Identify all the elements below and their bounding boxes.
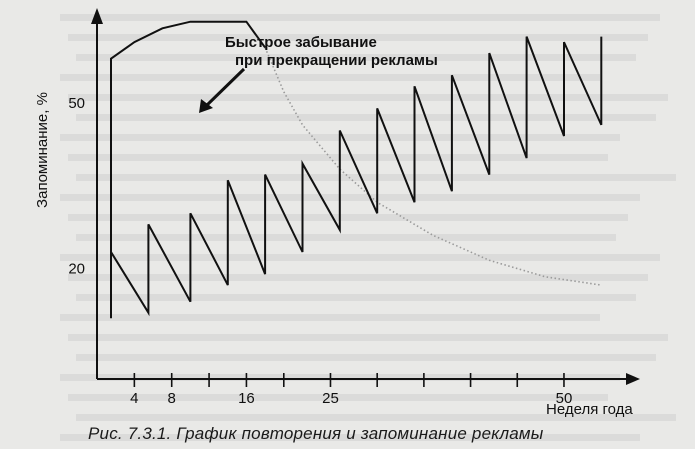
bleed-line (60, 434, 640, 441)
forgetting-annotation: Быстрое забывание при прекращении рекламы (199, 34, 438, 113)
bleed-line (68, 394, 608, 401)
bleed-line (76, 294, 636, 301)
bleed-line (68, 94, 668, 101)
bleed-line (60, 14, 660, 21)
bleed-line (76, 234, 616, 241)
curve-forgetting-after-stop (264, 47, 602, 286)
annotation-arrow-head (199, 99, 213, 113)
x-axis-ticks (133, 373, 565, 387)
bleed-line (76, 354, 656, 361)
curve-pulsed-repetition (110, 36, 603, 317)
figure-caption: Рис. 7.3.1. График повторения и запомина… (88, 424, 544, 443)
bleed-line (76, 54, 636, 61)
bleed-line (76, 114, 656, 121)
annotation-text: Быстрое забывание при прекращении рекламы (225, 34, 438, 69)
y-tick-label: 20 (68, 261, 85, 278)
bleed-line (60, 194, 640, 201)
x-axis-tick-labels: 4 8 16 25 50 (130, 390, 572, 407)
bleed-line (60, 254, 660, 261)
chart-axes (91, 8, 640, 385)
x-tick-label: 4 (130, 390, 138, 407)
x-tick-label: 8 (168, 390, 176, 407)
x-tick-label: 50 (556, 390, 573, 407)
curve-continuous-advertising (110, 20, 266, 319)
bleed-line (68, 154, 608, 161)
bleed-line (76, 414, 676, 421)
y-tick-label: 50 (68, 95, 85, 112)
bleed-line (68, 274, 648, 281)
x-tick-label: 25 (322, 390, 339, 407)
bleed-line (68, 214, 628, 221)
annotation-arrow (203, 67, 246, 109)
x-axis-label: Неделя года (546, 401, 633, 418)
bleed-line (76, 174, 676, 181)
annotation-line: Быстрое забывание (225, 34, 377, 51)
chart-series (110, 20, 603, 319)
bleed-line (60, 74, 600, 81)
bleed-line (60, 374, 620, 381)
x-axis-arrow (626, 373, 640, 385)
bleed-line (68, 34, 648, 41)
bleed-line (60, 314, 600, 321)
y-axis-arrow (91, 8, 103, 24)
annotation-line: при прекращении рекламы (235, 52, 438, 69)
x-tick-label: 16 (238, 390, 255, 407)
y-axis-label: Запоминание, % (34, 92, 51, 208)
bleed-line (68, 334, 668, 341)
